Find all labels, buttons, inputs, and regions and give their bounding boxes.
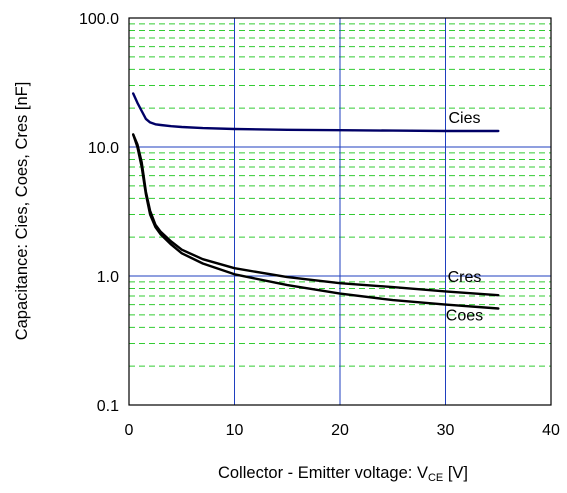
series-label-coes: Coes (446, 308, 483, 325)
y-tick-label: 0.1 (97, 398, 119, 415)
y-tick-label: 1.0 (97, 269, 119, 286)
x-axis-title: Collector - Emitter voltage: VCE [V] (218, 464, 468, 484)
tick-layer: 0 10 20 30 40 0.1 1.0 10.0 100.0 (79, 11, 560, 439)
x-tick-label: 40 (542, 422, 560, 439)
x-axis-title-prefix: Collector - Emitter voltage: V (218, 464, 428, 482)
major-grid (129, 18, 551, 405)
x-tick-label: 30 (437, 422, 455, 439)
x-tick-label: 20 (331, 422, 349, 439)
x-axis-title-subscript: CE (428, 472, 443, 484)
x-tick-label: 10 (226, 422, 244, 439)
annotation-layer: Cies Cres Coes (446, 110, 483, 325)
series-label-cies: Cies (448, 110, 480, 127)
y-tick-label: 10.0 (88, 140, 119, 157)
x-axis-title-suffix: [V] (443, 464, 468, 482)
plot-frame (128, 17, 552, 406)
x-tick-label: 0 (125, 422, 134, 439)
series-label-cres: Cres (448, 269, 482, 286)
series-line-cies (131, 92, 500, 133)
series-line-coes (131, 133, 500, 310)
y-tick-label: 100.0 (79, 11, 119, 28)
series-layer (131, 92, 500, 310)
y-axis-title: Capacitance: Cies, Coes, Cres [nF] (13, 82, 31, 341)
